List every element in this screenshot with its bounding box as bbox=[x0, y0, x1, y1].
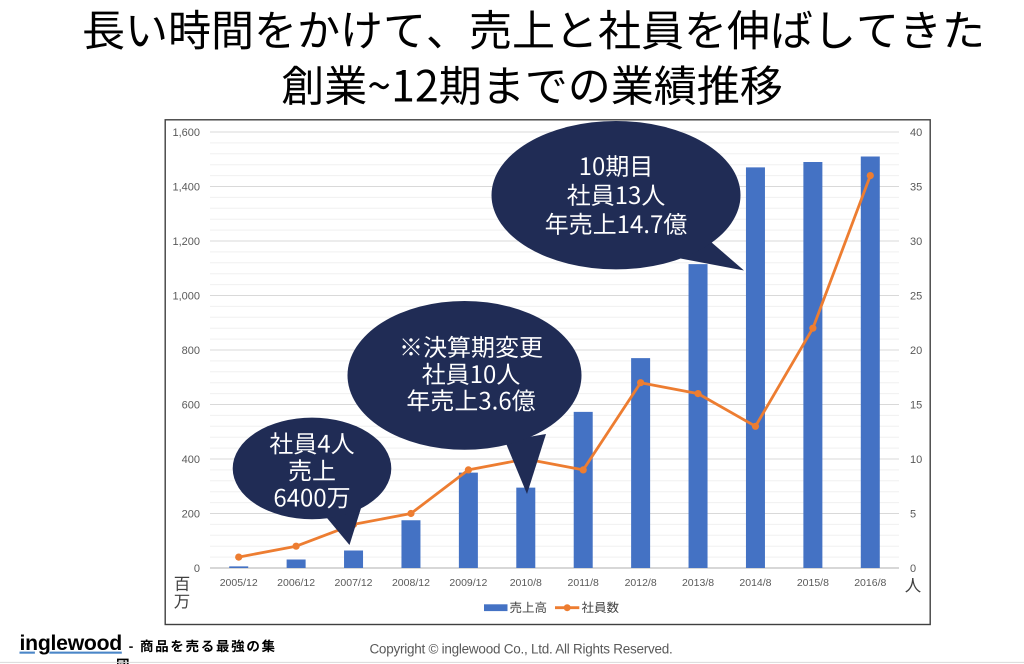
svg-text:2012/8: 2012/8 bbox=[625, 577, 657, 589]
svg-text:2011/8: 2011/8 bbox=[568, 577, 599, 589]
svg-text:30: 30 bbox=[910, 236, 922, 248]
svg-text:1,200: 1,200 bbox=[172, 236, 200, 248]
svg-text:2006/12: 2006/12 bbox=[277, 577, 315, 589]
svg-text:20: 20 bbox=[910, 345, 922, 357]
svg-text:25: 25 bbox=[910, 290, 922, 302]
svg-text:15: 15 bbox=[910, 399, 922, 411]
svg-text:2010/8: 2010/8 bbox=[510, 577, 542, 589]
svg-text:5: 5 bbox=[910, 508, 916, 520]
svg-text:2008/12: 2008/12 bbox=[392, 577, 430, 589]
svg-text:800: 800 bbox=[182, 345, 200, 357]
svg-text:2014/8: 2014/8 bbox=[739, 577, 771, 589]
svg-text:1,600: 1,600 bbox=[172, 127, 200, 139]
svg-text:2009/12: 2009/12 bbox=[449, 577, 487, 589]
svg-text:2016/8: 2016/8 bbox=[854, 577, 886, 589]
svg-text:2007/12: 2007/12 bbox=[335, 577, 373, 589]
svg-text:inglewood: inglewood bbox=[20, 632, 123, 655]
svg-text:35: 35 bbox=[910, 181, 922, 193]
svg-text:2015/8: 2015/8 bbox=[797, 577, 829, 589]
svg-text:40: 40 bbox=[910, 127, 922, 139]
svg-text:600: 600 bbox=[182, 399, 200, 411]
svg-text:400: 400 bbox=[182, 454, 200, 466]
svg-text:1,400: 1,400 bbox=[172, 181, 200, 193]
svg-text:0: 0 bbox=[194, 563, 200, 575]
svg-text:10: 10 bbox=[910, 454, 922, 466]
svg-text:2013/8: 2013/8 bbox=[682, 577, 714, 589]
svg-text:2005/12: 2005/12 bbox=[220, 577, 258, 589]
svg-text:200: 200 bbox=[182, 508, 200, 520]
svg-text:0: 0 bbox=[910, 563, 916, 575]
svg-text:Copyright © inglewood Co., Ltd: Copyright © inglewood Co., Ltd. All Righ… bbox=[369, 642, 672, 657]
svg-text:1,000: 1,000 bbox=[172, 290, 200, 302]
